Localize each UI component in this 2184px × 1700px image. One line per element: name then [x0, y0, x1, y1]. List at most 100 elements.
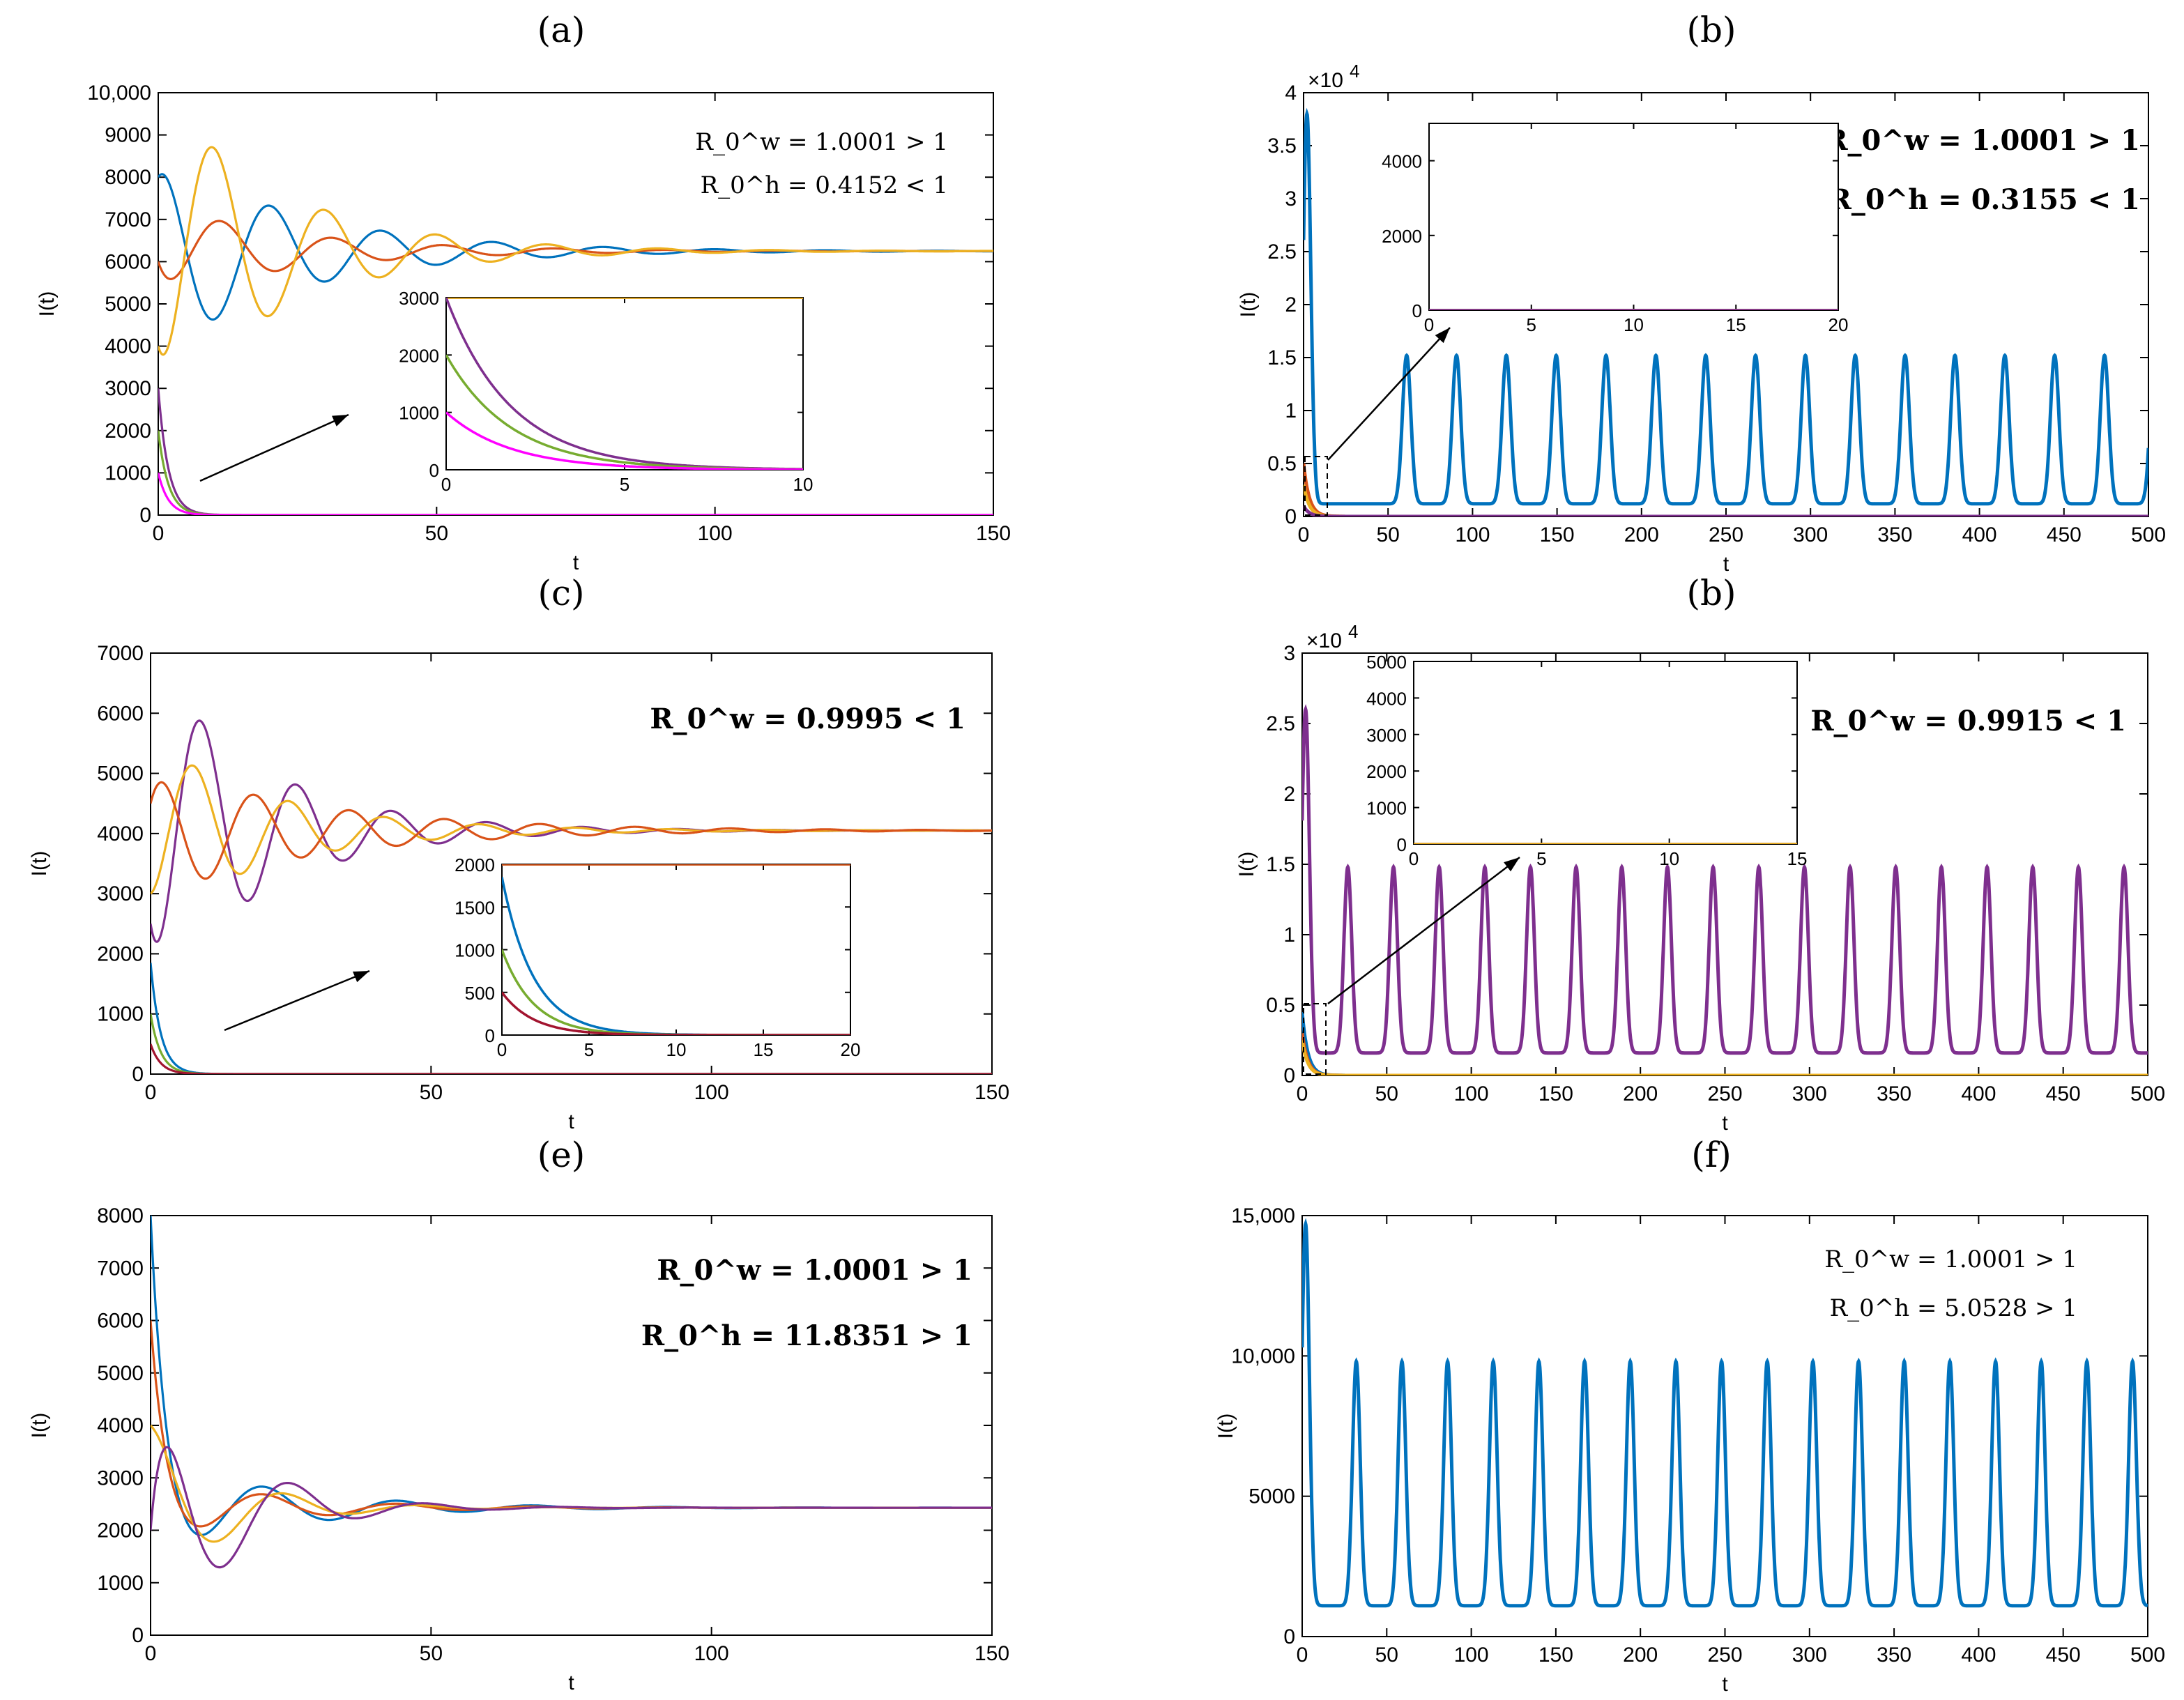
x-tick-label: 5: [1527, 314, 1536, 335]
y-tick-label: 7000: [105, 208, 151, 231]
y-tick-label: 1500: [455, 897, 495, 918]
y-tick-label: 2: [1285, 293, 1297, 316]
y-tick-label: 2000: [97, 942, 144, 965]
x-tick-label: 0: [441, 474, 451, 495]
series-purple: [151, 1446, 992, 1569]
y-tick-label: 0: [485, 1025, 495, 1046]
y-tick-label: 1000: [105, 461, 151, 484]
y-tick-label: 2000: [97, 1519, 144, 1542]
annotation-0: R_0^w = 1.0001 > 1: [1824, 124, 2140, 157]
panel-label-c: (c): [537, 573, 585, 613]
series-blue: [1304, 107, 2148, 506]
x-tick-label: 10: [1659, 848, 1679, 869]
inset-axes-box: [501, 864, 851, 1036]
inset-series-darkred: [502, 991, 850, 1035]
x-tick-label: 150: [1538, 1082, 1573, 1105]
y-axis-label: I(t): [28, 851, 51, 877]
zoom-arrow: [1327, 857, 1520, 1004]
y-axis-label: I(t): [36, 291, 59, 317]
y-tick-label: 0: [132, 1624, 144, 1647]
x-tick-label: 100: [698, 522, 733, 545]
x-tick-label: 100: [694, 1642, 729, 1665]
annotation-1: R_0^h = 0.4152 < 1: [701, 171, 948, 199]
x-axis-label: t: [1722, 1673, 1728, 1696]
x-tick-label: 50: [1377, 523, 1400, 546]
y-tick-label: 0.5: [1266, 994, 1295, 1017]
y-tick-label: 0.5: [1267, 452, 1297, 475]
y-tick-label: 6000: [97, 1310, 144, 1333]
y-tick-label: 3000: [1366, 725, 1407, 746]
x-tick-label: 0: [1424, 314, 1434, 335]
inset-axes-box: [1428, 123, 1839, 311]
y-axis-label: I(t): [1214, 1414, 1237, 1439]
y-tick-label: 0: [1285, 505, 1297, 528]
y-tick-label: 4000: [105, 335, 151, 358]
y-tick-label: 3000: [97, 882, 144, 905]
y-tick-label: 4000: [97, 822, 144, 845]
x-tick-label: 200: [1623, 1082, 1658, 1105]
annotation-0: R_0^w = 0.9915 < 1: [1810, 705, 2126, 737]
x-tick-label: 50: [420, 1081, 443, 1104]
y-tick-label: 5000: [97, 1362, 144, 1385]
inset-d: 0 5 10 15 0 1000 2000 3000 4000 5000: [1366, 652, 1807, 869]
x-tick-label: 10: [666, 1039, 687, 1060]
y-axis-label: I(t): [1237, 292, 1260, 318]
panel-label-b-top: (b): [1686, 10, 1736, 50]
y-tick-label: 2000: [399, 345, 439, 366]
zoom-region: [1303, 1003, 1327, 1075]
zoom-arrow: [1327, 327, 1451, 461]
panel-label-b-mid: (b): [1686, 573, 1736, 613]
y-tick-label: 8000: [105, 166, 151, 189]
axes-box: [150, 1215, 993, 1636]
annotation-0: R_0^w = 1.0001 > 1: [657, 1254, 972, 1287]
inset-axes-box: [445, 297, 804, 470]
x-tick-label: 450: [2046, 1082, 2081, 1105]
zoom-arrow-head: [332, 415, 349, 427]
x-tick-label: 400: [1962, 523, 1997, 546]
x-tick-label: 150: [975, 1081, 1009, 1104]
x-tick-label: 20: [841, 1039, 861, 1060]
x-tick-label: 5: [620, 474, 629, 495]
y-tick-label: 1000: [455, 940, 495, 961]
x-tick-label: 0: [1409, 848, 1419, 869]
y-tick-label: 5000: [97, 763, 144, 786]
zoom-arrow: [199, 413, 349, 482]
y-tick-label: 1: [1285, 399, 1297, 422]
y-scale-exponent: 4: [1350, 61, 1359, 82]
x-axis-label: t: [568, 1671, 574, 1694]
series-yellow: [158, 146, 993, 356]
x-tick-label: 500: [2130, 1644, 2165, 1667]
x-tick-label: 300: [1792, 1644, 1827, 1667]
inset-b: 0 5 10 15 20 0 2000 4000: [1382, 123, 1848, 335]
y-tick-label: 0: [1283, 1625, 1295, 1648]
x-tick-label: 150: [1540, 523, 1575, 546]
x-tick-label: 5: [584, 1039, 594, 1060]
x-tick-label: 50: [425, 522, 448, 545]
y-tick-label: 10,000: [1231, 1345, 1295, 1368]
inset-a: 0 5 10 0 1000 2000 3000: [399, 288, 813, 495]
panel-label-a: (a): [537, 10, 586, 50]
x-tick-label: 0: [153, 522, 165, 545]
y-tick-label: 15,000: [1231, 1204, 1295, 1227]
y-axis-label: I(t): [1235, 852, 1258, 878]
x-tick-label: 300: [1792, 1082, 1827, 1105]
x-tick-label: 500: [2130, 1082, 2165, 1105]
y-tick-label: 10,000: [87, 82, 151, 105]
x-tick-label: 0: [1297, 1082, 1308, 1105]
zoom-arrow: [224, 970, 370, 1032]
x-axis-label: t: [573, 551, 579, 574]
x-tick-label: 10: [1624, 314, 1644, 335]
zoom-arrow-head: [353, 971, 369, 983]
y-tick-label: 0: [1283, 1064, 1295, 1087]
y-tick-label: 2.5: [1267, 240, 1297, 263]
y-tick-label: 3000: [97, 1467, 144, 1490]
y-tick-label: 5000: [105, 293, 151, 316]
x-tick-label: 400: [1961, 1644, 1996, 1667]
x-tick-label: 350: [1877, 523, 1912, 546]
x-tick-label: 250: [1707, 1644, 1742, 1667]
y-tick-label: 3000: [105, 377, 151, 400]
x-tick-label: 350: [1877, 1082, 1911, 1105]
series-blue: [1302, 1218, 2148, 1608]
zoom-arrow-head: [1504, 857, 1520, 872]
x-tick-label: 150: [976, 522, 1011, 545]
